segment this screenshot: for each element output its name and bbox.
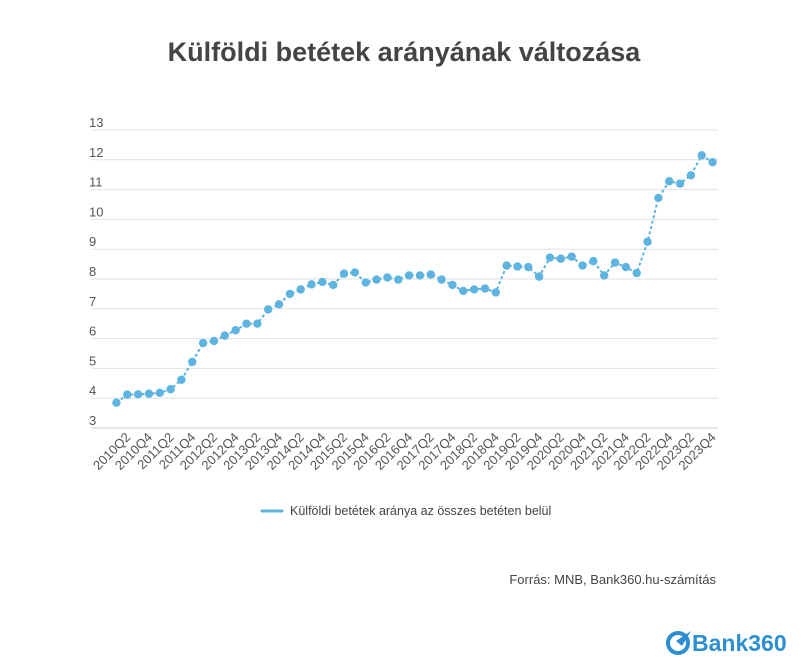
y-tick-label: 4: [89, 383, 96, 398]
data-point: [416, 271, 424, 279]
data-point: [307, 280, 315, 288]
data-point: [427, 270, 435, 278]
data-point: [123, 390, 131, 398]
data-point: [535, 272, 543, 280]
data-point: [231, 326, 239, 334]
x-axis-ticks: 2010Q22010Q42011Q22011Q42012Q22012Q42013…: [90, 430, 719, 473]
data-point: [166, 385, 174, 393]
y-tick-label: 13: [89, 115, 103, 130]
data-point: [437, 275, 445, 283]
data-point: [372, 275, 380, 283]
chart-title: Külföldi betétek arányának változása: [168, 37, 642, 67]
y-tick-label: 11: [89, 175, 103, 190]
data-point: [557, 255, 565, 263]
data-point: [329, 281, 337, 289]
data-point: [578, 261, 586, 269]
bank360-logo-icon: [668, 631, 691, 653]
data-point: [394, 275, 402, 283]
source-note: Forrás: MNB, Bank360.hu-számítás: [509, 572, 716, 587]
data-point: [286, 290, 294, 298]
y-tick-label: 6: [89, 324, 96, 339]
data-point: [221, 331, 229, 339]
y-tick-label: 10: [89, 204, 103, 219]
data-point: [156, 389, 164, 397]
data-point: [492, 288, 500, 296]
data-point: [242, 320, 250, 328]
data-point: [589, 257, 597, 265]
data-point: [199, 339, 207, 347]
data-point: [296, 285, 304, 293]
data-point: [340, 269, 348, 277]
y-tick-label: 12: [89, 145, 103, 160]
bank360-logo-text: Bank360: [692, 630, 787, 656]
data-point: [481, 284, 489, 292]
data-point: [546, 253, 554, 261]
y-tick-label: 7: [89, 294, 96, 309]
data-point: [351, 268, 359, 276]
data-point: [210, 337, 218, 345]
data-point: [459, 287, 467, 295]
y-tick-label: 8: [89, 264, 96, 279]
data-point: [145, 390, 153, 398]
data-point: [611, 258, 619, 266]
data-point: [448, 281, 456, 289]
data-point: [502, 261, 510, 269]
data-point: [318, 278, 326, 286]
data-point: [383, 273, 391, 281]
data-point: [470, 285, 478, 293]
gridlines: [91, 130, 718, 428]
data-point: [362, 278, 370, 286]
data-point: [698, 151, 706, 159]
data-point: [708, 158, 716, 166]
brand-logo: Bank360: [668, 630, 787, 656]
data-point: [676, 179, 684, 187]
y-axis-ticks: 3 4 5 6 7 8 9 10 11 12 13: [89, 115, 103, 428]
legend: Külföldi betétek aránya az összes betéte…: [262, 504, 551, 518]
data-point: [622, 263, 630, 271]
data-point: [687, 171, 695, 179]
data-point: [275, 300, 283, 308]
data-point: [665, 177, 673, 185]
data-point: [643, 238, 651, 246]
data-point: [188, 358, 196, 366]
data-point: [600, 271, 608, 279]
data-point: [177, 376, 185, 384]
y-tick-label: 3: [89, 413, 96, 428]
data-point: [513, 262, 521, 270]
data-point: [633, 269, 641, 277]
data-point: [264, 305, 272, 313]
data-point: [405, 271, 413, 279]
data-point: [524, 263, 532, 271]
data-point: [253, 320, 261, 328]
data-point: [654, 194, 662, 202]
data-point: [567, 252, 575, 260]
y-tick-label: 9: [89, 234, 96, 249]
data-point: [134, 390, 142, 398]
y-tick-label: 5: [89, 353, 96, 368]
data-point: [112, 398, 120, 406]
legend-label: Külföldi betétek aránya az összes betéte…: [290, 504, 551, 518]
